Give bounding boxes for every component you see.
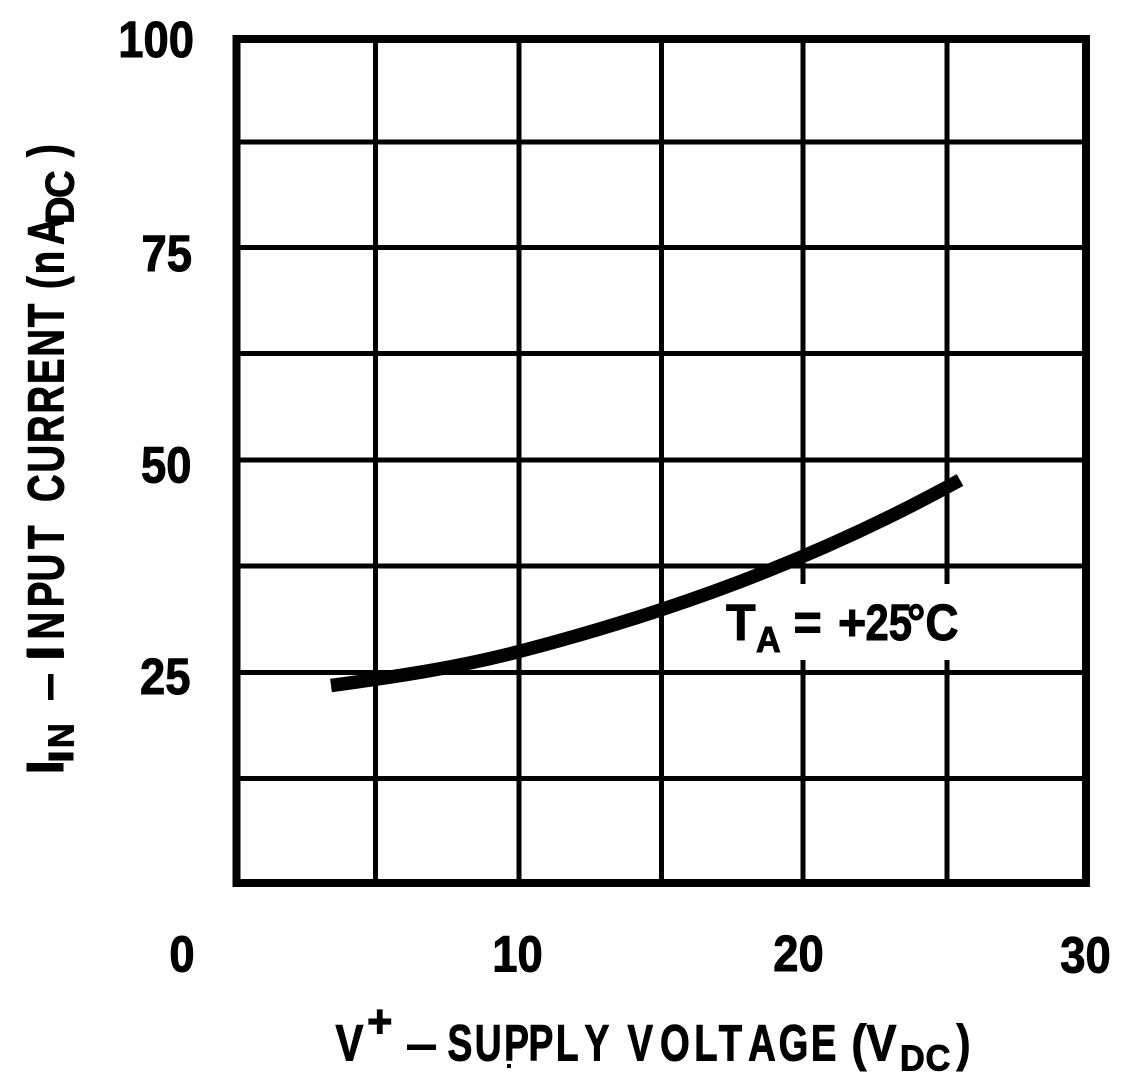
svg-text:V: V [336, 1015, 364, 1072]
svg-text:INPUT: INPUT [17, 521, 75, 660]
svg-text:30: 30 [1060, 927, 1110, 984]
svg-text:DC: DC [39, 170, 83, 224]
svg-text:+: + [838, 594, 866, 651]
svg-text:SUPPLY: SUPPLY [448, 1016, 612, 1072]
svg-text:20: 20 [773, 926, 823, 983]
svg-text:25: 25 [866, 594, 913, 651]
svg-text:°C: °C [907, 595, 958, 652]
svg-text:CURRENT: CURRENT [17, 302, 75, 502]
svg-text:DC: DC [900, 1039, 951, 1079]
svg-text:50: 50 [141, 437, 191, 494]
svg-text:): ) [957, 1015, 971, 1072]
svg-text:VOLTAGE: VOLTAGE [628, 1014, 841, 1072]
svg-text:=: = [794, 594, 822, 651]
svg-text:0: 0 [169, 926, 194, 983]
svg-text:100: 100 [118, 12, 194, 69]
svg-text:+: + [367, 995, 393, 1047]
svg-text:): ) [17, 144, 75, 157]
svg-text:75: 75 [142, 226, 192, 283]
svg-text:N: N [42, 723, 82, 748]
svg-text:10: 10 [492, 926, 542, 983]
svg-text:A: A [756, 620, 781, 660]
svg-text:(nA: (nA [17, 217, 75, 289]
svg-text:T: T [726, 594, 756, 651]
svg-text:25: 25 [140, 649, 190, 706]
svg-text:(V: (V [852, 1016, 897, 1072]
